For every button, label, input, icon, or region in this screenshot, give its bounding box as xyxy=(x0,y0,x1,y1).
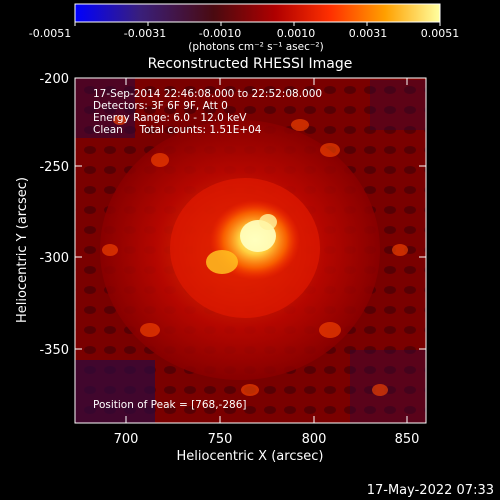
annotation-peak-position: Position of Peak = [768,-286] xyxy=(93,399,247,411)
colorbar-tick-label: -0.0031 xyxy=(124,27,166,40)
footer-timestamp: 17-May-2022 07:33 xyxy=(367,483,494,498)
x-tick-label: 850 xyxy=(395,432,420,447)
annotation-time-range: 17-Sep-2014 22:46:08.000 to 22:52:08.000 xyxy=(93,88,322,100)
y-tick-label: -250 xyxy=(39,160,69,175)
colorbar-ticks xyxy=(74,22,441,26)
colorbar-tick-label: -0.0051 xyxy=(29,27,71,40)
plot-frame xyxy=(74,77,427,424)
colorbar-unit-label: (photons cm⁻² s⁻¹ asec⁻²) xyxy=(188,41,323,53)
colorbar-tick-label: 0.0010 xyxy=(277,27,316,40)
x-tick-label: 750 xyxy=(208,432,233,447)
annotation-energy-range: Energy Range: 6.0 - 12.0 keV xyxy=(93,112,247,124)
colorbar-tick-label: -0.0010 xyxy=(199,27,241,40)
colorbar-tick-label: 0.0051 xyxy=(421,27,460,40)
colorbar xyxy=(74,3,441,23)
axis-ticks xyxy=(75,77,426,423)
colorbar-tick-label: 0.0031 xyxy=(349,27,388,40)
chart-title: Reconstructed RHESSI Image xyxy=(148,56,353,72)
y-tick-label: -200 xyxy=(39,72,69,87)
x-axis-label: Heliocentric X (arcsec) xyxy=(177,449,324,464)
x-tick-label: 700 xyxy=(114,432,139,447)
x-tick-label: 800 xyxy=(302,432,327,447)
y-tick-label: -350 xyxy=(39,343,69,358)
y-axis-label: Heliocentric Y (arcsec) xyxy=(15,177,30,323)
y-tick-label: -300 xyxy=(39,251,69,266)
annotation-clean-counts: Clean Total counts: 1.51E+04 xyxy=(93,124,262,136)
annotation-detectors: Detectors: 3F 6F 9F, Att 0 xyxy=(93,100,228,112)
heatmap-image xyxy=(75,78,426,423)
